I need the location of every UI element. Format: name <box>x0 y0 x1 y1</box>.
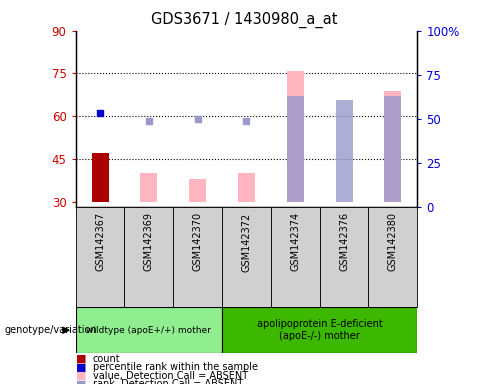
Text: genotype/variation: genotype/variation <box>5 325 98 335</box>
Bar <box>173 207 222 307</box>
Bar <box>320 207 368 307</box>
Bar <box>92 153 108 202</box>
Bar <box>222 207 271 307</box>
Bar <box>76 207 124 307</box>
Text: value, Detection Call = ABSENT: value, Detection Call = ABSENT <box>93 371 248 381</box>
Text: GDS3671 / 1430980_a_at: GDS3671 / 1430980_a_at <box>151 12 337 28</box>
Text: GSM142374: GSM142374 <box>290 212 300 271</box>
Bar <box>336 99 353 202</box>
Text: GSM142370: GSM142370 <box>193 212 203 271</box>
Bar <box>368 207 417 307</box>
Bar <box>287 71 304 202</box>
Text: wildtype (apoE+/+) mother: wildtype (apoE+/+) mother <box>86 326 211 335</box>
Text: GSM142372: GSM142372 <box>242 212 251 271</box>
Bar <box>124 207 173 307</box>
Bar <box>238 173 255 202</box>
Text: ■: ■ <box>76 379 86 384</box>
Bar <box>141 173 158 202</box>
Bar <box>222 307 417 353</box>
Bar <box>385 91 402 202</box>
Text: count: count <box>93 354 121 364</box>
Text: rank, Detection Call = ABSENT: rank, Detection Call = ABSENT <box>93 379 243 384</box>
Bar <box>76 307 222 353</box>
Text: ■: ■ <box>76 371 86 381</box>
Text: ■: ■ <box>76 362 86 372</box>
Text: percentile rank within the sample: percentile rank within the sample <box>93 362 258 372</box>
Bar <box>189 179 206 202</box>
Text: GSM142380: GSM142380 <box>388 212 398 271</box>
Bar <box>385 96 402 202</box>
Text: apolipoprotein E-deficient
(apoE-/-) mother: apolipoprotein E-deficient (apoE-/-) mot… <box>257 319 383 341</box>
Text: GSM142369: GSM142369 <box>144 212 154 271</box>
Text: GSM142376: GSM142376 <box>339 212 349 271</box>
Text: ■: ■ <box>76 354 86 364</box>
Text: GSM142367: GSM142367 <box>95 212 105 271</box>
Bar <box>287 96 304 202</box>
Bar <box>271 207 320 307</box>
